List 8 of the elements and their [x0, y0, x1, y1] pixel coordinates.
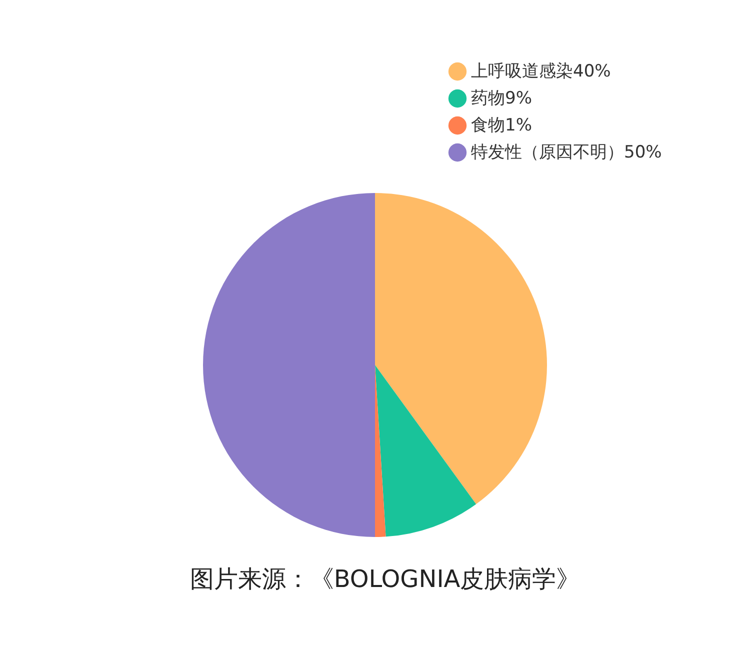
pie-slice — [375, 193, 547, 504]
pie-slice — [375, 365, 476, 537]
text: 图片来源：《BOLOGNIA皮肤病学》 — [190, 565, 580, 593]
legend-label: 药物9% — [471, 88, 532, 108]
legend-label: 食物1% — [471, 116, 532, 136]
pie-slice — [203, 193, 375, 537]
legend-label: 上呼吸道感染40% — [471, 62, 611, 82]
legend-label: 特发性（原因不明）50% — [471, 142, 662, 162]
